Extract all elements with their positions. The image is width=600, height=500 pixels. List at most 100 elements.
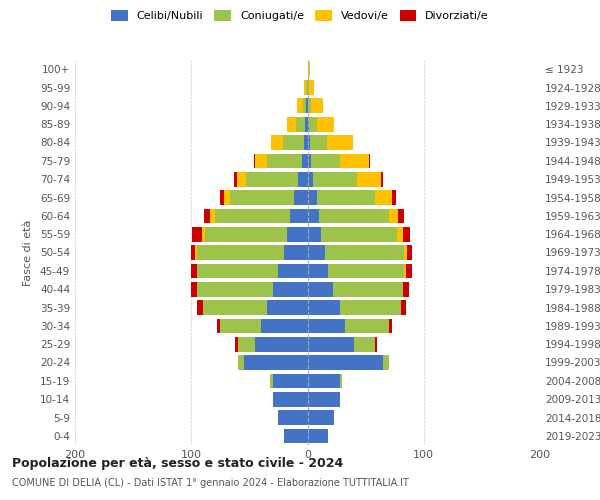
Bar (404, 245, 407, 260)
Bar (308, 410, 334, 425)
Bar (197, 282, 272, 296)
Bar (308, 245, 325, 260)
Bar (236, 172, 246, 186)
Bar (272, 374, 308, 388)
Bar (210, 208, 215, 223)
Bar (328, 264, 404, 278)
Bar (191, 264, 197, 278)
Bar (302, 154, 308, 168)
Bar (308, 154, 311, 168)
Bar (296, 117, 305, 132)
Bar (297, 98, 303, 113)
Bar (308, 355, 383, 370)
Bar (327, 135, 353, 150)
Bar (220, 190, 224, 205)
Bar (317, 117, 334, 132)
Bar (369, 154, 370, 168)
Bar (404, 264, 406, 278)
Bar (311, 154, 340, 168)
Bar (191, 282, 197, 296)
Bar (407, 245, 412, 260)
Bar (403, 227, 410, 242)
Bar (267, 300, 308, 315)
Bar (191, 245, 195, 260)
Bar (193, 227, 202, 242)
Bar (308, 337, 354, 351)
Bar (317, 190, 375, 205)
Bar (340, 300, 401, 315)
Bar (344, 318, 389, 333)
Bar (307, 98, 308, 113)
Bar (195, 245, 197, 260)
Bar (304, 135, 308, 150)
Bar (308, 300, 340, 315)
Bar (283, 135, 304, 150)
Bar (284, 428, 308, 443)
Bar (308, 282, 333, 296)
Bar (290, 208, 308, 223)
Bar (278, 264, 308, 278)
Bar (308, 264, 328, 278)
Bar (305, 117, 308, 132)
Bar (325, 245, 404, 260)
Bar (238, 337, 255, 351)
Bar (308, 318, 344, 333)
Bar (383, 355, 389, 370)
Bar (235, 337, 238, 351)
Bar (197, 245, 284, 260)
Bar (308, 392, 340, 406)
Text: Popolazione per età, sesso e stato civile - 2024: Popolazione per età, sesso e stato civil… (12, 458, 343, 470)
Bar (308, 98, 311, 113)
Bar (308, 227, 322, 242)
Bar (255, 154, 267, 168)
Bar (340, 374, 343, 388)
Bar (307, 80, 308, 95)
Bar (202, 227, 205, 242)
Bar (272, 392, 308, 406)
Bar (381, 172, 383, 186)
Bar (308, 135, 310, 150)
Legend: Celibi/Nubili, Coniugati/e, Vedovi/e, Divorziati/e: Celibi/Nubili, Coniugati/e, Vedovi/e, Di… (107, 6, 493, 26)
Bar (392, 190, 396, 205)
Bar (204, 208, 210, 223)
Bar (246, 172, 298, 186)
Bar (401, 300, 406, 315)
Bar (267, 154, 302, 168)
Bar (271, 374, 272, 388)
Bar (255, 337, 308, 351)
Bar (397, 227, 403, 242)
Bar (308, 62, 310, 76)
Bar (398, 208, 404, 223)
Bar (308, 80, 314, 95)
Bar (308, 428, 328, 443)
Bar (308, 117, 317, 132)
Bar (197, 264, 278, 278)
Bar (340, 154, 369, 168)
Bar (308, 374, 340, 388)
Bar (403, 282, 409, 296)
Bar (238, 355, 244, 370)
Bar (308, 172, 313, 186)
Bar (375, 190, 392, 205)
Bar (234, 172, 236, 186)
Bar (261, 318, 308, 333)
Bar (375, 337, 377, 351)
Bar (217, 318, 220, 333)
Bar (319, 208, 389, 223)
Y-axis label: Fasce di età: Fasce di età (23, 220, 33, 286)
Bar (304, 80, 307, 95)
Bar (303, 98, 307, 113)
Bar (310, 135, 327, 150)
Bar (389, 208, 398, 223)
Bar (197, 300, 203, 315)
Bar (311, 98, 323, 113)
Bar (203, 300, 267, 315)
Bar (287, 227, 308, 242)
Bar (333, 282, 403, 296)
Bar (220, 318, 261, 333)
Bar (215, 208, 290, 223)
Bar (308, 208, 319, 223)
Bar (322, 227, 397, 242)
Text: COMUNE DI DELIA (CL) - Dati ISTAT 1° gennaio 2024 - Elaborazione TUTTITALIA.IT: COMUNE DI DELIA (CL) - Dati ISTAT 1° gen… (12, 478, 409, 488)
Bar (224, 190, 230, 205)
